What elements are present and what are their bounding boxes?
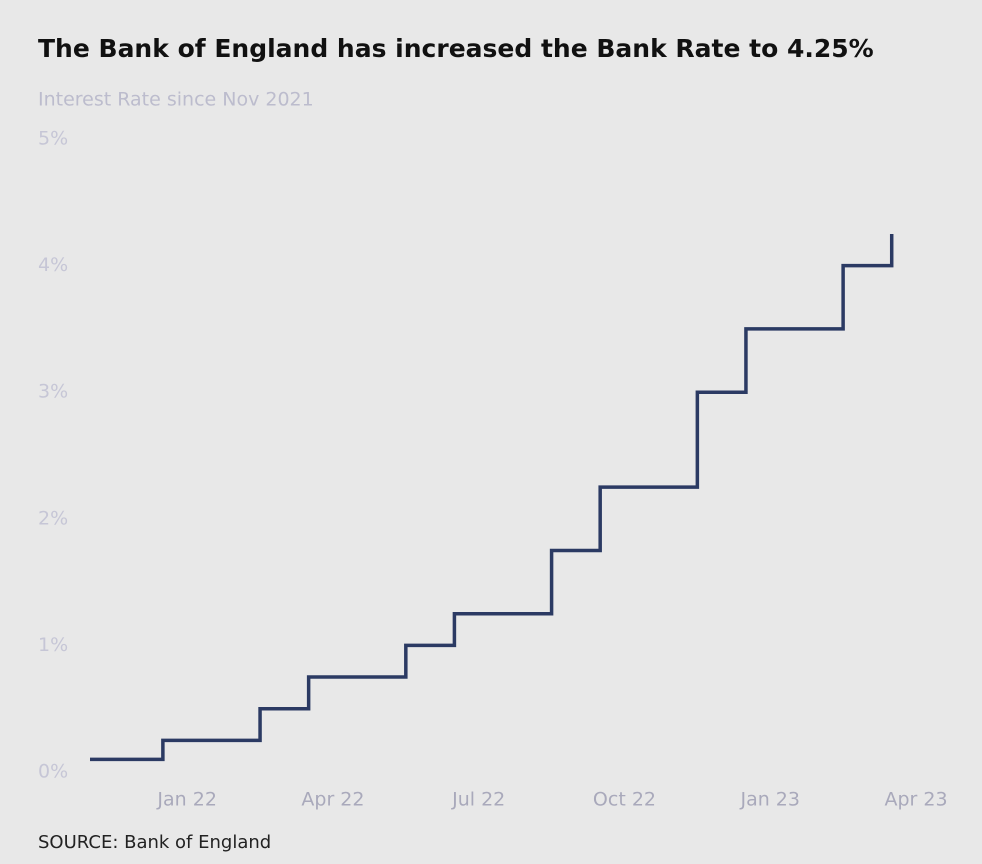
- y-tick-label: 1%: [38, 634, 68, 656]
- x-tick-label: Oct 22: [593, 789, 656, 811]
- y-tick-label: 2%: [38, 507, 68, 529]
- y-tick-label: 4%: [38, 254, 68, 276]
- x-tick-label: Apr 23: [884, 789, 947, 811]
- x-tick-label: Jan 23: [739, 789, 800, 811]
- chart-title: The Bank of England has increased the Ba…: [38, 34, 874, 63]
- y-tick-label: 0%: [38, 761, 68, 783]
- x-tick-label: Apr 22: [301, 789, 364, 811]
- y-tick-label: 3%: [38, 381, 68, 403]
- chart-subtitle: Interest Rate since Nov 2021: [38, 89, 314, 111]
- x-tick-label: Jul 22: [451, 789, 505, 811]
- rate-line: [90, 233, 894, 762]
- x-tick-label: Jan 22: [156, 789, 217, 811]
- y-tick-label: 5%: [38, 128, 68, 150]
- source: SOURCE: Bank of England: [38, 832, 271, 853]
